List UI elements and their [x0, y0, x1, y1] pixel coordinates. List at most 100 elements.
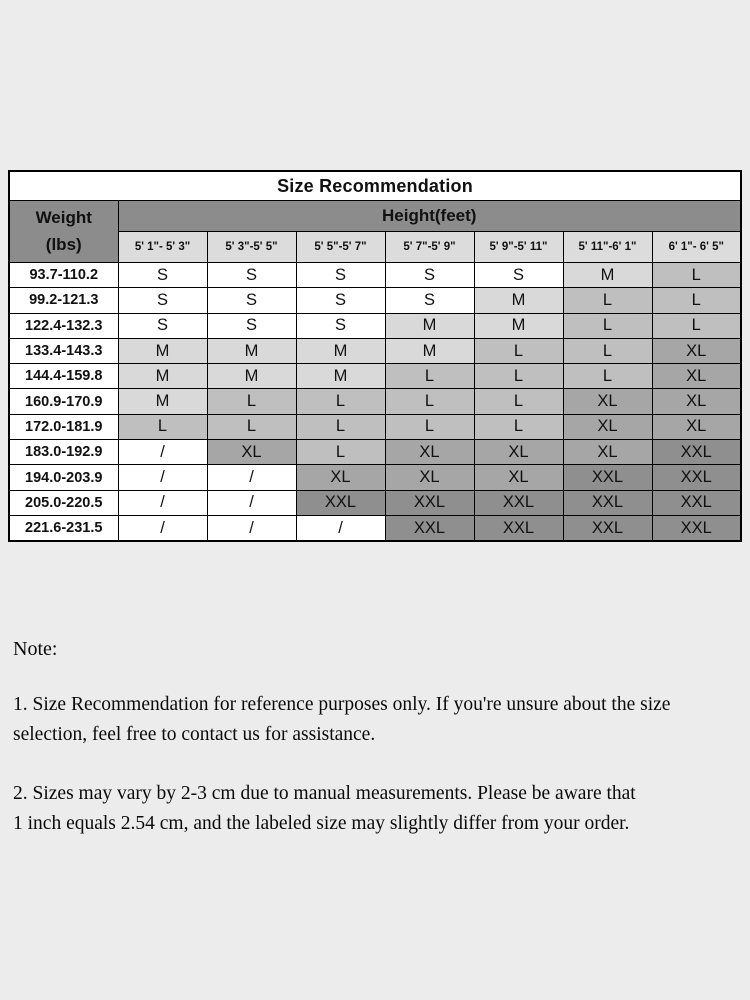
size-cell: M	[473, 287, 564, 314]
size-cell: XL	[295, 464, 386, 491]
size-cell: L	[473, 388, 564, 415]
size-cell: XL	[562, 388, 653, 415]
height-range-header: 5' 7"-5' 9"	[384, 231, 475, 263]
size-cell: /	[117, 439, 208, 466]
note-item-1: 1. Size Recommendation for reference pur…	[13, 694, 671, 745]
size-cell: M	[384, 337, 475, 365]
size-cell: XL	[206, 439, 297, 466]
size-cell: L	[562, 337, 653, 365]
table-row: 183.0-192.9/XL L XL XL XL XXL	[8, 439, 742, 466]
size-cell: L	[384, 363, 475, 390]
size-cell: M	[206, 337, 297, 365]
size-cell: S	[384, 287, 475, 314]
table-header-row: Weight (lbs) Height(feet)	[8, 200, 742, 263]
size-cell: /	[206, 489, 297, 516]
table-row: 194.0-203.9// XL XL XL XXL XXL	[8, 464, 742, 491]
table-title: Size Recommendation	[8, 170, 742, 201]
size-cell: M	[117, 337, 208, 365]
size-cell: XL	[651, 388, 742, 415]
height-range-header: 5' 9"-5' 11"	[473, 231, 564, 263]
size-cell: S	[117, 261, 208, 289]
size-cell: M	[117, 388, 208, 415]
size-cell: /	[117, 514, 208, 542]
size-cell: XXL	[562, 514, 653, 542]
size-cell: L	[117, 413, 208, 441]
size-cell: S	[473, 261, 564, 289]
table-row: 221.6-231.5// / XXL XXL XXL XXL	[8, 514, 742, 542]
size-cell: /	[206, 464, 297, 491]
size-cell: XL	[473, 464, 564, 491]
size-cell: /	[117, 489, 208, 516]
size-cell: XXL	[384, 514, 475, 542]
height-subheader-row: 5' 1"- 5' 3" 5' 3"-5' 5" 5' 5"-5' 7" 5' 7"-…	[9, 231, 742, 263]
note-label: Note:	[13, 638, 58, 660]
size-cell: L	[206, 388, 297, 415]
size-cell: L	[473, 337, 564, 365]
size-recommendation-table: Size Recommendation Weight (lbs) Height(…	[8, 170, 742, 543]
size-cell: L	[473, 413, 564, 441]
weight-range-cell: 194.0-203.9	[8, 464, 119, 491]
size-cell: XXL	[562, 489, 653, 516]
size-cell: M	[384, 312, 475, 339]
weight-header-line2: (lbs)	[45, 234, 82, 254]
size-cell: XXL	[651, 514, 742, 542]
weight-range-cell: 160.9-170.9	[8, 388, 119, 415]
size-cell: S	[295, 312, 386, 339]
size-cell: XXL	[651, 439, 742, 466]
size-cell: M	[206, 363, 297, 390]
size-cell: S	[206, 287, 297, 314]
size-cell: L	[651, 287, 742, 314]
size-cell: /	[206, 514, 297, 542]
size-cell: L	[473, 363, 564, 390]
size-cell: /	[295, 514, 386, 542]
size-cell: M	[473, 312, 564, 339]
height-range-header: 5' 1"- 5' 3"	[117, 231, 208, 263]
size-cell: L	[562, 363, 653, 390]
weight-range-cell: 221.6-231.5	[8, 514, 119, 542]
size-cell: S	[117, 287, 208, 314]
size-cell: L	[206, 413, 297, 441]
size-cell: XL	[562, 413, 653, 441]
height-range-header: 5' 5"-5' 7"	[295, 231, 386, 263]
height-range-header: 6' 1"- 6' 5"	[651, 231, 742, 263]
size-cell: XL	[651, 363, 742, 390]
table-title-row: Size Recommendation	[8, 170, 742, 201]
weight-range-cell: 99.2-121.3	[8, 287, 119, 314]
size-cell: XL	[473, 439, 564, 466]
size-cell: S	[295, 287, 386, 314]
size-cell: M	[295, 337, 386, 365]
size-cell: M	[295, 363, 386, 390]
size-cell: L	[651, 312, 742, 339]
size-cell: XL	[562, 439, 653, 466]
height-range-header: 5' 3"-5' 5"	[206, 231, 297, 263]
table-row: 172.0-181.9 L L L L L XL XL	[8, 413, 742, 441]
size-cell: L	[562, 287, 653, 314]
table-row: 160.9-170.9 M L L L L XL XL	[8, 388, 742, 415]
note-item-2: 2. Sizes may vary by 2-3 cm due to manua…	[13, 783, 636, 834]
height-range-header: 5' 11"-6' 1"	[562, 231, 653, 263]
table-row: 99.2-121.3 S S S S M L L	[8, 287, 742, 314]
size-cell: L	[562, 312, 653, 339]
size-cell: XXL	[651, 464, 742, 491]
size-cell: S	[117, 312, 208, 339]
height-header-cell: Height(feet)	[117, 200, 742, 232]
size-cell: L	[295, 439, 386, 466]
size-cell: M	[117, 363, 208, 390]
table-row: 133.4-143.3 M M M M L L XL	[8, 337, 742, 365]
weight-range-cell: 183.0-192.9	[8, 439, 119, 466]
table-row: 205.0-220.5// XXL XXL XXL XXL XXL	[8, 489, 742, 516]
size-cell: L	[384, 413, 475, 441]
size-cell: M	[562, 261, 653, 289]
size-cell: XL	[651, 337, 742, 365]
weight-range-cell: 122.4-132.3	[8, 312, 119, 339]
size-cell: S	[206, 261, 297, 289]
size-cell: L	[295, 388, 386, 415]
size-cell: L	[295, 413, 386, 441]
weight-header-line1: Weight	[35, 208, 92, 228]
size-table-body: Size Recommendation Weight (lbs) Height(…	[8, 170, 742, 542]
size-cell: XL	[651, 413, 742, 441]
weight-range-cell: 172.0-181.9	[8, 413, 119, 441]
size-cell: S	[206, 312, 297, 339]
weight-range-cell: 133.4-143.3	[8, 337, 119, 365]
